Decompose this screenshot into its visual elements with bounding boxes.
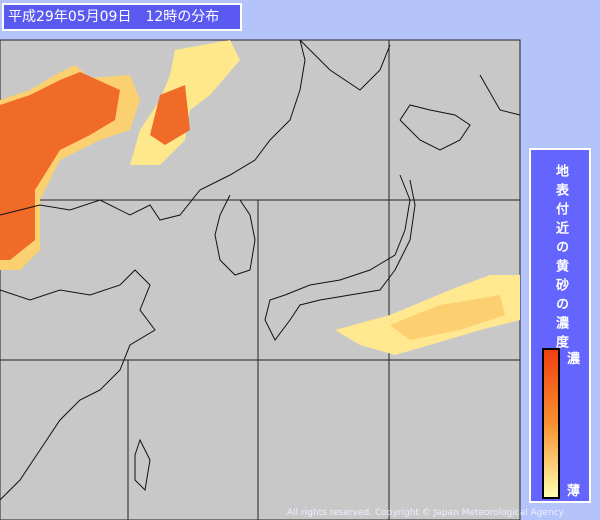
legend: 地表付近の黄砂の濃度 濃 薄 <box>529 148 591 503</box>
legend-low: 薄 <box>567 484 581 499</box>
coastline <box>0 39 521 501</box>
legend-title: 地表付近の黄砂の濃度 <box>553 164 568 354</box>
legend-high: 濃 <box>567 352 581 367</box>
title: 平成29年05月09日 12時の分布 <box>2 3 242 31</box>
dust <box>0 40 520 355</box>
color-bar <box>542 348 560 499</box>
copyright: All rights reserved. Copyright © Japan M… <box>287 508 564 518</box>
